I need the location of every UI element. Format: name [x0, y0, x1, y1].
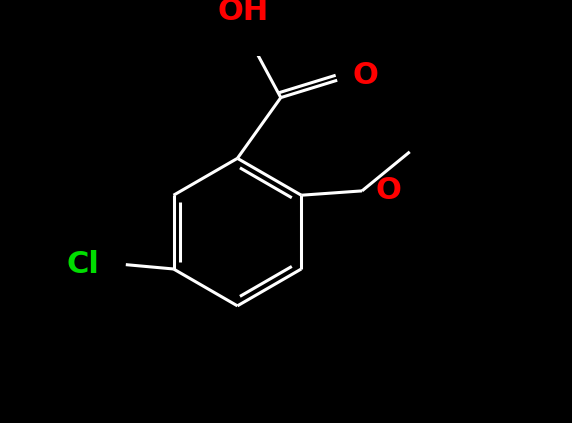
Text: O: O [353, 61, 379, 91]
Text: OH: OH [218, 0, 269, 25]
Text: O: O [375, 176, 401, 206]
Text: Cl: Cl [67, 250, 100, 279]
